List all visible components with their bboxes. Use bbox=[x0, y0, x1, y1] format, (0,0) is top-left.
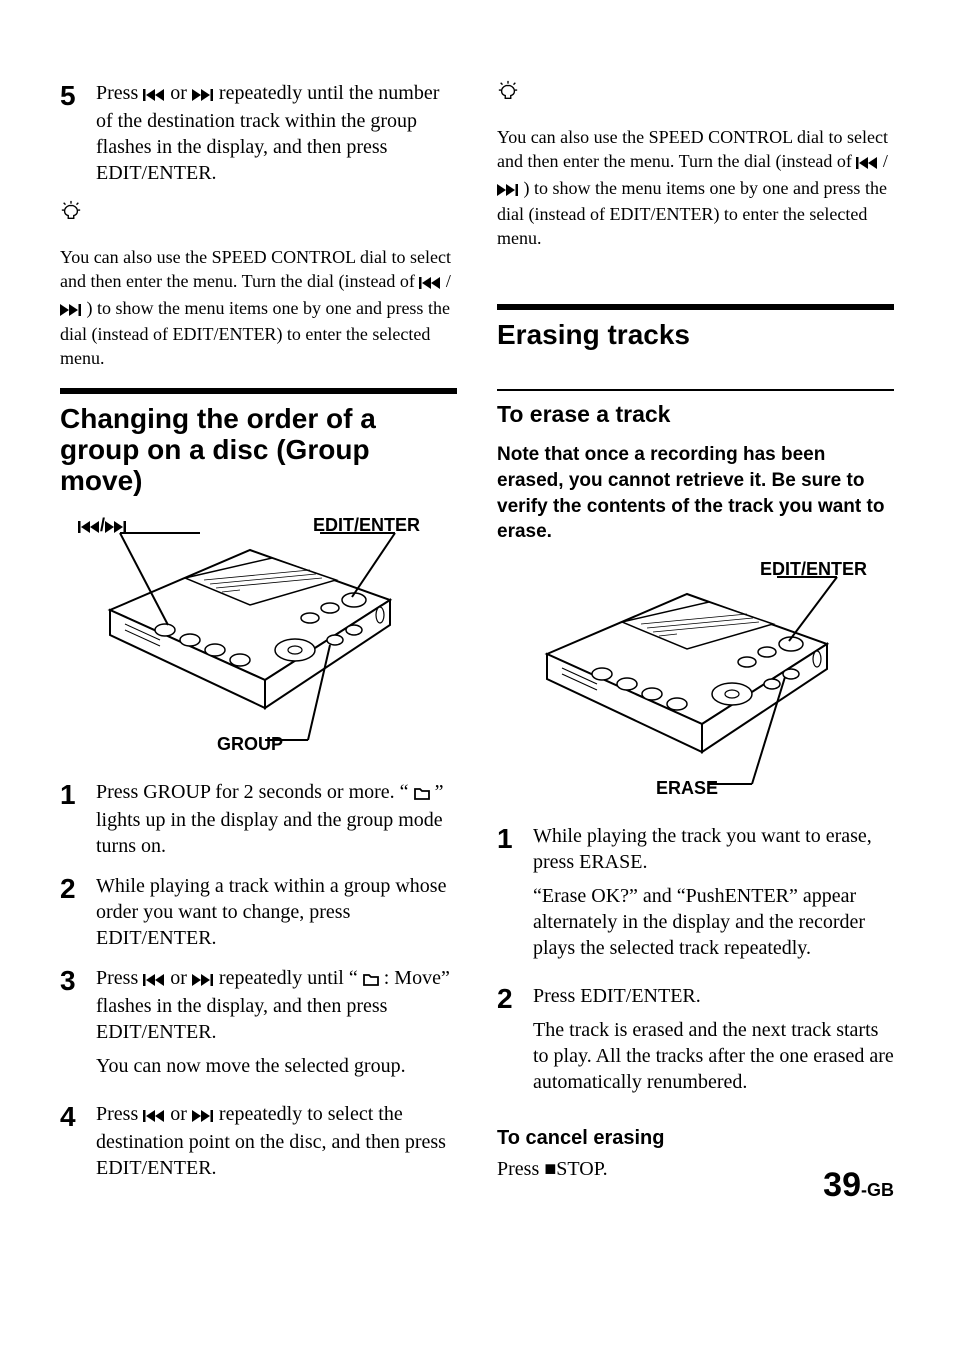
text-part: / bbox=[883, 151, 888, 171]
minor-heading: To cancel erasing bbox=[497, 1127, 894, 1150]
prev-track-icon bbox=[143, 967, 165, 993]
next-track-icon bbox=[192, 82, 214, 108]
prev-track-icon bbox=[419, 271, 441, 295]
page-number-value: 39 bbox=[823, 1166, 861, 1204]
tip-text: You can also use the SPEED CONTROL dial … bbox=[60, 245, 457, 370]
step-text-para: Press EDIT/ENTER. bbox=[533, 983, 894, 1009]
text-part: You can also use the SPEED CONTROL dial … bbox=[497, 127, 888, 171]
text-part: Press bbox=[96, 967, 143, 989]
step-1: 1 While playing the track you want to er… bbox=[497, 823, 894, 969]
step-text: Press or repeatedly until the number of … bbox=[96, 80, 457, 186]
device-illustration-icon bbox=[497, 559, 877, 799]
section-heading: Erasing tracks bbox=[497, 320, 894, 351]
step-number: 3 bbox=[60, 965, 96, 1087]
step-number: 1 bbox=[60, 779, 96, 859]
manual-page: 5 Press or repeatedly until the number o… bbox=[0, 0, 954, 1235]
text-part: or bbox=[170, 82, 192, 104]
columns: 5 Press or repeatedly until the number o… bbox=[60, 80, 894, 1195]
next-track-icon bbox=[192, 1103, 214, 1129]
step-text: Press or repeatedly until “ : Move” flas… bbox=[96, 965, 457, 1087]
folder-icon bbox=[414, 781, 430, 807]
prev-track-icon bbox=[143, 82, 165, 108]
next-track-icon bbox=[192, 967, 214, 993]
device-illustration-icon bbox=[60, 515, 440, 755]
text-part: Press bbox=[96, 1103, 143, 1125]
device-figure: / EDIT/ENTER GROUP bbox=[60, 515, 440, 755]
page-number: 39-GB bbox=[823, 1166, 894, 1205]
step-number: 5 bbox=[60, 80, 96, 186]
step-text: While playing the track you want to eras… bbox=[533, 823, 894, 969]
page-number-suffix: -GB bbox=[861, 1180, 894, 1200]
text-part: ) to show the menu items one by one and … bbox=[60, 298, 450, 369]
tip-icon bbox=[497, 80, 894, 107]
text-part: repeatedly until “ bbox=[219, 967, 358, 989]
subsection-divider bbox=[497, 389, 894, 391]
step-text-para: You can now move the selected group. bbox=[96, 1053, 457, 1079]
tip-text: You can also use the SPEED CONTROL dial … bbox=[497, 125, 894, 250]
text-part: or bbox=[170, 967, 192, 989]
text-part: Press GROUP for 2 seconds or more. “ bbox=[96, 781, 409, 803]
step-text: Press EDIT/ENTER. The track is erased an… bbox=[533, 983, 894, 1103]
text-part: / bbox=[446, 271, 451, 291]
step-number: 4 bbox=[60, 1101, 96, 1181]
text-part: ) to show the menu items one by one and … bbox=[497, 178, 887, 249]
step-text: Press or repeatedly to select the destin… bbox=[96, 1101, 457, 1181]
right-column: You can also use the SPEED CONTROL dial … bbox=[497, 80, 894, 1195]
step-text: While playing a track within a group who… bbox=[96, 873, 457, 951]
section-divider bbox=[60, 388, 457, 394]
device-figure: EDIT/ENTER ERASE bbox=[497, 559, 877, 799]
step-number: 2 bbox=[497, 983, 533, 1103]
prev-track-icon bbox=[143, 1103, 165, 1129]
step-2: 2 While playing a track within a group w… bbox=[60, 873, 457, 951]
step-3: 3 Press or repeatedly until “ : Move” fl… bbox=[60, 965, 457, 1087]
prev-track-icon bbox=[856, 151, 878, 175]
step-number: 1 bbox=[497, 823, 533, 969]
left-column: 5 Press or repeatedly until the number o… bbox=[60, 80, 457, 1195]
warning-note: Note that once a recording has been eras… bbox=[497, 442, 894, 545]
text-part: You can also use the SPEED CONTROL dial … bbox=[60, 247, 451, 291]
next-track-icon bbox=[497, 178, 519, 202]
text-part: or bbox=[170, 1103, 192, 1125]
step-5: 5 Press or repeatedly until the number o… bbox=[60, 80, 457, 186]
section-divider bbox=[497, 304, 894, 310]
step-text: Press GROUP for 2 seconds or more. “ ” l… bbox=[96, 779, 457, 859]
step-number: 2 bbox=[60, 873, 96, 951]
subsection-heading: To erase a track bbox=[497, 401, 894, 428]
section-heading: Changing the order of a group on a disc … bbox=[60, 404, 457, 496]
step-text-para: While playing the track you want to eras… bbox=[533, 823, 894, 875]
next-track-icon bbox=[60, 298, 82, 322]
text-part: Press bbox=[96, 82, 143, 104]
folder-icon bbox=[363, 967, 379, 993]
step-2: 2 Press EDIT/ENTER. The track is erased … bbox=[497, 983, 894, 1103]
step-4: 4 Press or repeatedly to select the dest… bbox=[60, 1101, 457, 1181]
tip-icon bbox=[60, 200, 457, 227]
step-text-para: “Erase OK?” and “PushENTER” appear alter… bbox=[533, 883, 894, 961]
step-text-para: The track is erased and the next track s… bbox=[533, 1017, 894, 1095]
step-1: 1 Press GROUP for 2 seconds or more. “ ”… bbox=[60, 779, 457, 859]
